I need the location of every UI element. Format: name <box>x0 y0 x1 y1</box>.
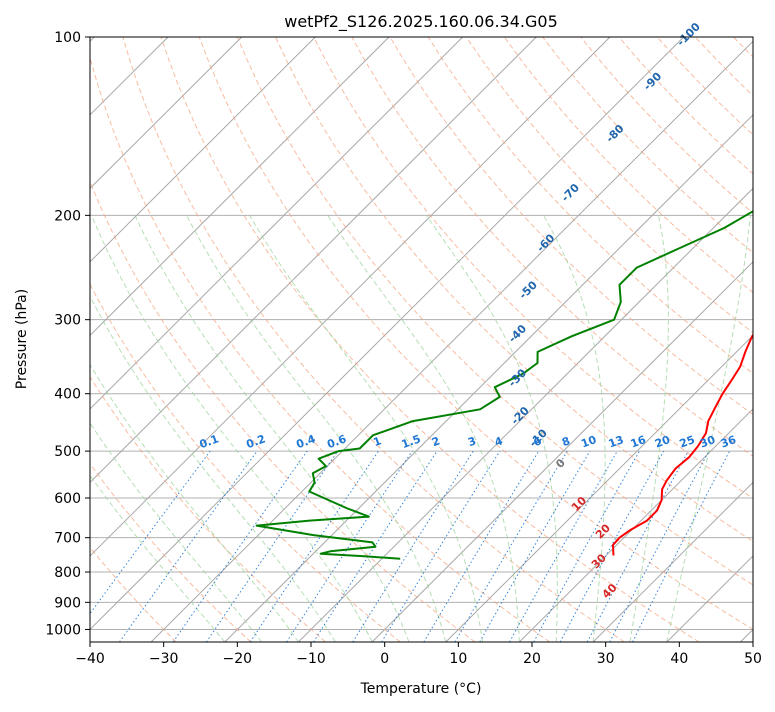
y-tick-label: 100 <box>54 30 81 46</box>
moist-adiabat-line <box>0 215 225 642</box>
isotherm-line <box>0 37 463 642</box>
dry-adiabat-line <box>276 37 775 642</box>
mixing-ratio-line <box>560 451 664 642</box>
isotherm-line <box>77 37 683 642</box>
y-axis-label: Pressure (hPa) <box>14 289 30 389</box>
x-tick-label: 30 <box>597 651 615 667</box>
x-tick-label: −20 <box>223 651 253 667</box>
mixing-ratio-line <box>587 451 688 642</box>
dry-adiabat-line <box>47 37 475 642</box>
dry-adiabat-line <box>0 37 326 642</box>
y-tick-label: 200 <box>54 208 81 224</box>
isotherm-line <box>151 37 757 642</box>
moist-adiabat-line <box>92 215 373 642</box>
dewpoint-line <box>257 37 775 559</box>
isotherm-annotation: -70 <box>559 181 582 204</box>
dry-adiabat-line <box>695 37 775 642</box>
y-tick-label: 900 <box>54 595 81 611</box>
x-tick-label: 10 <box>449 651 467 667</box>
dry-adiabat-line <box>314 37 775 642</box>
mixing-ratio-label: 2 <box>430 434 442 449</box>
isotherm-line <box>519 37 775 642</box>
x-tick-label: −40 <box>75 651 105 667</box>
dry-adiabat-line <box>123 37 625 642</box>
x-tick-label: −30 <box>149 651 179 667</box>
temperature-line <box>613 37 775 555</box>
isotherm-line <box>372 37 775 642</box>
y-tick-label: 400 <box>54 387 81 403</box>
mixing-ratio-label: 3 <box>466 434 478 449</box>
mixing-ratio-label: 16 <box>629 433 648 451</box>
moist-adiabat-line <box>544 215 606 642</box>
isotherm-annotation: -100 <box>674 20 703 49</box>
y-tick-label: 300 <box>54 313 81 329</box>
mixing-ratio-label: 0.4 <box>295 432 318 451</box>
mixing-ratio-label: 0.1 <box>198 432 221 451</box>
y-tick-label: 800 <box>54 565 81 581</box>
x-tick-label: 40 <box>670 651 688 667</box>
chart-title: wetPf2_S126.2025.160.06.34.G05 <box>284 12 558 32</box>
mixing-ratio-label: 10 <box>579 433 598 451</box>
mixing-ratio-label: 36 <box>719 433 738 451</box>
mixing-ratio-label: 20 <box>653 433 672 451</box>
y-tick-label: 500 <box>54 444 81 460</box>
y-tick-label: 700 <box>54 531 81 547</box>
isotherm-annotation: -90 <box>641 70 664 93</box>
y-tick-label: 1000 <box>45 622 81 638</box>
isotherm-line <box>0 37 242 642</box>
moist-adiabat-line <box>630 215 669 642</box>
isotherm-annotation: 20 <box>593 521 613 541</box>
isotherm-annotation: -20 <box>509 404 532 427</box>
moist-adiabat-line <box>667 215 751 642</box>
isotherm-line <box>0 37 315 642</box>
dry-adiabat-line <box>772 37 775 642</box>
isotherm-annotation: -30 <box>506 366 529 389</box>
dry-adiabat-line <box>390 37 775 642</box>
dry-adiabat-line <box>199 37 774 642</box>
isotherm-annotation: -50 <box>517 278 540 301</box>
moist-adiabat-line <box>328 215 520 642</box>
moist-adiabat-line <box>250 215 483 642</box>
dry-adiabat-line <box>8 37 400 642</box>
isotherm-annotation: 30 <box>589 551 609 571</box>
mixing-ratio-label: 1 <box>372 434 384 449</box>
isotherm-annotation: -80 <box>603 122 626 145</box>
isotherm-annotation: 10 <box>569 494 589 514</box>
x-tick-label: 0 <box>380 651 389 667</box>
dry-adiabat-line <box>237 37 775 642</box>
mixing-ratio-label: 4 <box>493 434 505 449</box>
mixing-ratio-line <box>610 451 709 642</box>
plot-frame <box>90 37 753 642</box>
mixing-ratio-label: 13 <box>607 433 626 450</box>
mixing-ratio-line <box>455 451 567 642</box>
mixing-ratio-line <box>424 451 539 642</box>
moist-adiabat-line <box>187 215 446 642</box>
x-tick-label: 50 <box>744 651 762 667</box>
isotherm-line <box>0 37 536 642</box>
dry-adiabat-line <box>504 37 775 642</box>
mixing-ratio-label: 8 <box>560 434 572 449</box>
y-tick-label: 600 <box>54 491 81 507</box>
x-tick-label: −10 <box>296 651 326 667</box>
isotherm-line <box>667 37 775 642</box>
mixing-ratio-line <box>206 451 338 642</box>
x-tick-label: 20 <box>523 651 541 667</box>
dry-adiabat-line <box>0 37 251 642</box>
x-axis-label: Temperature (°C) <box>360 681 482 697</box>
mixing-ratio-label: 25 <box>678 433 697 450</box>
mixing-ratio-line <box>534 451 640 642</box>
isotherm-annotation: -60 <box>534 231 557 254</box>
moist-adiabat-line <box>0 215 262 642</box>
isotherm-annotation: 0 <box>553 456 568 471</box>
